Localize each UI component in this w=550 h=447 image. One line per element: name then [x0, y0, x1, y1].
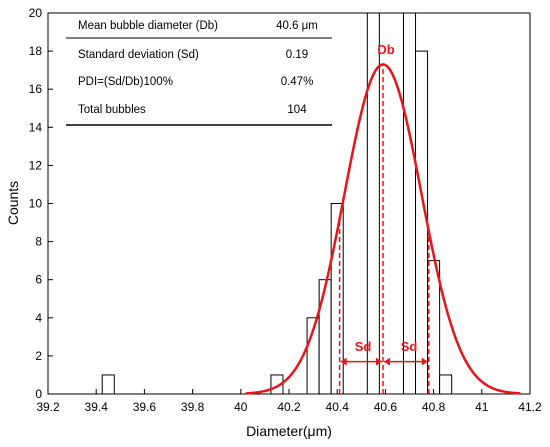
- x-axis-ticks: 39.2 39.4 39.6 39.8 40 40.2 40.4 40.6 40.8 41 41.2: [36, 389, 542, 414]
- histogram-bar: [318, 279, 332, 395]
- x-tick-label: 40.4: [326, 400, 350, 414]
- y-tick-label: 10: [29, 197, 43, 211]
- sd-left-arrow-head-left: [340, 357, 347, 366]
- db-annotation: Db: [377, 42, 394, 57]
- sd-left-annotation: Sd: [355, 339, 372, 354]
- y-tick-label: 0: [35, 387, 42, 401]
- x-tick-label: 40: [234, 400, 248, 414]
- table-row-label: PDI=(Sd/Db)100%: [78, 76, 173, 88]
- histogram-bar: [366, 12, 380, 395]
- sd-left-arrow-head-right: [375, 357, 382, 366]
- x-axis-label: Diameter(μm): [246, 423, 332, 439]
- histogram-bar: [415, 50, 429, 395]
- table-row-value: 0.47%: [281, 76, 314, 88]
- y-tick-label: 18: [29, 44, 43, 58]
- histogram-bar: [402, 12, 417, 395]
- sd-right-arrow-head-left: [383, 357, 390, 366]
- y-tick-label: 12: [29, 158, 43, 172]
- y-tick-label: 2: [35, 349, 42, 363]
- y-tick-label: 16: [29, 82, 43, 96]
- x-tick-label: 39.8: [181, 400, 205, 414]
- y-axis-label: Counts: [5, 181, 21, 225]
- y-tick-label: 20: [29, 6, 43, 20]
- table-row-label: Total bubbles: [78, 104, 146, 116]
- table-row-label: Mean bubble diameter (Db): [78, 20, 218, 32]
- x-tick-label: 40.2: [277, 400, 301, 414]
- x-tick-label: 41.2: [518, 400, 542, 414]
- table-row-value: 40.6 μm: [276, 20, 318, 32]
- table-row-value: 104: [287, 104, 307, 116]
- x-tick-label: 40.8: [422, 400, 446, 414]
- x-tick-label: 40.6: [374, 400, 398, 414]
- axes: [47, 12, 531, 395]
- stats-table: Mean bubble diameter (Db) 40.6 μm Standa…: [66, 12, 332, 126]
- y-tick-label: 8: [35, 235, 42, 249]
- sd-right-arrow-head-right: [421, 357, 428, 366]
- table-row-value: 0.19: [286, 49, 308, 61]
- histogram-bar: [101, 374, 115, 395]
- y-tick-label: 14: [29, 120, 43, 134]
- sd-markers: [338, 64, 430, 394]
- y-axis-ticks: 0 2 4 6 8 10 12 14 16 18 20: [29, 6, 53, 401]
- table-row-label: Standard deviation (Sd): [78, 49, 199, 61]
- histogram-bar: [439, 374, 453, 395]
- x-tick-label: 41: [475, 400, 489, 414]
- x-tick-label: 39.4: [85, 400, 109, 414]
- y-tick-label: 4: [35, 311, 42, 325]
- histogram-bars: [101, 12, 453, 395]
- plot-frame: [47, 12, 531, 395]
- y-tick-label: 6: [35, 273, 42, 287]
- x-tick-label: 39.2: [36, 400, 60, 414]
- x-tick-label: 39.6: [133, 400, 157, 414]
- sd-right-annotation: Sd: [401, 339, 418, 354]
